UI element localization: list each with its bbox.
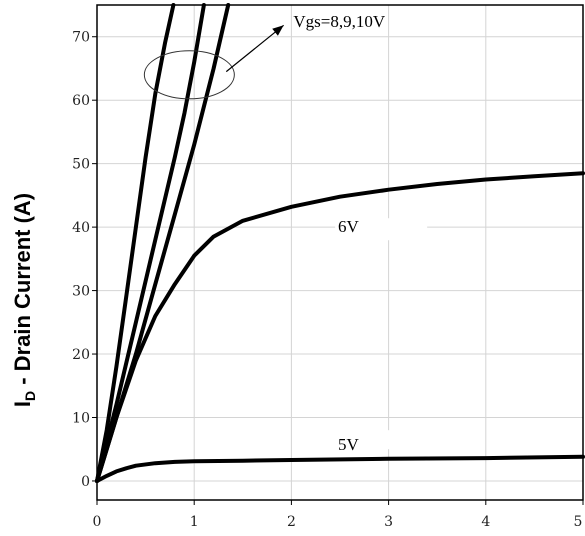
gridlines bbox=[97, 5, 584, 500]
x-tick-label: 1 bbox=[190, 514, 199, 530]
x-tick-label: 3 bbox=[384, 514, 393, 530]
y-tick-label: 40 bbox=[72, 220, 90, 236]
y-tick-label: 70 bbox=[72, 30, 90, 46]
y-tick-label: 0 bbox=[81, 474, 90, 490]
x-tick-label: 5 bbox=[574, 514, 583, 530]
label-6v: 6V bbox=[338, 217, 360, 236]
y-tick-label: 60 bbox=[72, 93, 90, 109]
vgs-group-arrow bbox=[225, 24, 285, 73]
y-tick-labels: 0 10 20 30 40 50 60 70 bbox=[72, 30, 97, 490]
y-tick-label: 10 bbox=[72, 411, 90, 427]
series-line bbox=[95, 171, 585, 483]
y-tick-label: 50 bbox=[72, 157, 90, 173]
plot-frame bbox=[96, 4, 584, 501]
series-line bbox=[95, 3, 206, 483]
y-axis-label-rest: - Drain Current (A) bbox=[10, 193, 35, 391]
series-line bbox=[95, 454, 585, 483]
series-line bbox=[95, 3, 176, 483]
y-axis-label-sub: D bbox=[22, 391, 38, 401]
x-tick-labels: 0 1 2 3 4 5 bbox=[93, 500, 584, 530]
label-5v-background bbox=[335, 430, 428, 450]
y-tick-label: 20 bbox=[72, 347, 90, 363]
label-5v: 5V bbox=[338, 435, 360, 454]
y-axis-label-main: I bbox=[10, 401, 35, 407]
y-axis-label: ID - Drain Current (A) bbox=[10, 193, 38, 407]
y-tick-label: 30 bbox=[72, 284, 90, 300]
x-tick-label: 4 bbox=[481, 514, 490, 530]
label-6v-background bbox=[335, 218, 428, 241]
x-tick-label: 0 bbox=[93, 514, 102, 530]
vgs-group-ellipse bbox=[143, 50, 235, 100]
x-tick-label: 2 bbox=[287, 514, 296, 530]
curves bbox=[95, 3, 585, 483]
vgs-group-label: Vgs=8,9,10V bbox=[293, 12, 385, 31]
vgs-group-arrowhead bbox=[272, 25, 284, 36]
annotations: Vgs=8,9,10V 6V 5V bbox=[143, 12, 428, 454]
